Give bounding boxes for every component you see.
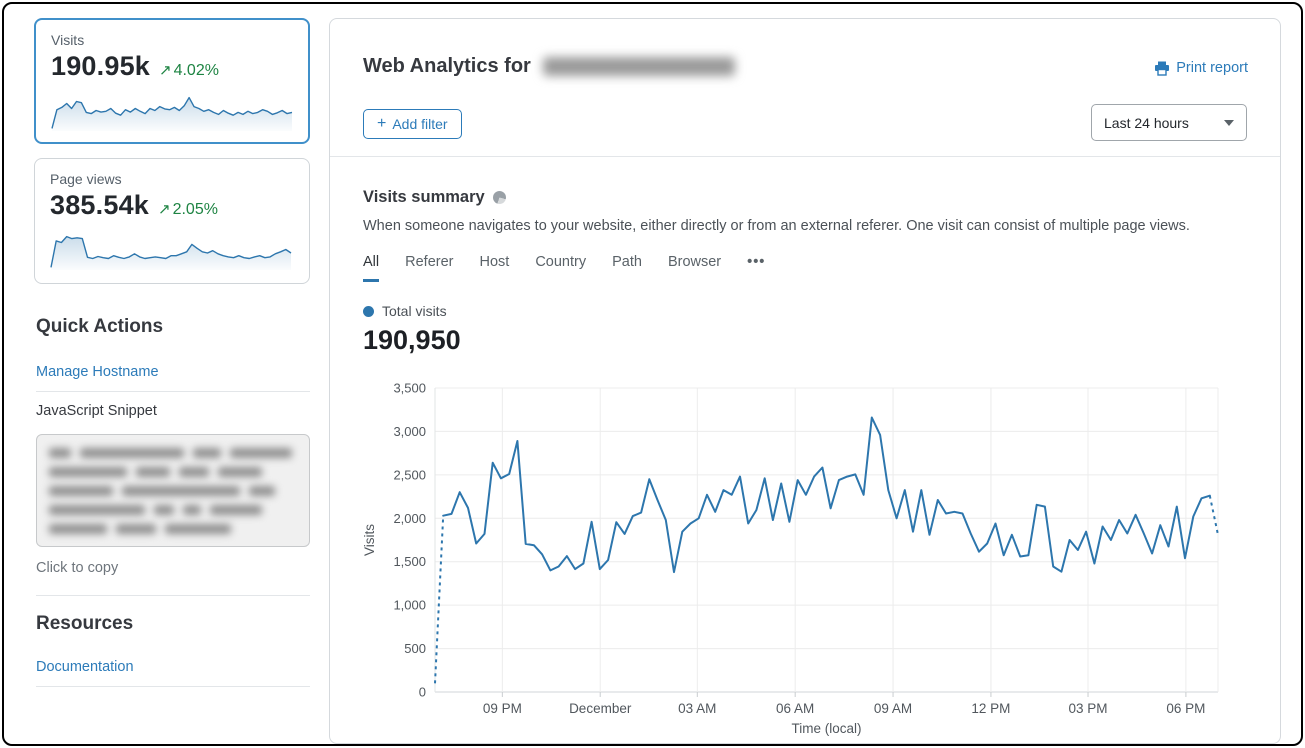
manage-hostname-link[interactable]: Manage Hostname: [36, 364, 159, 380]
svg-text:1,000: 1,000: [393, 598, 426, 613]
svg-text:3,500: 3,500: [393, 381, 426, 396]
print-report-label: Print report: [1176, 60, 1248, 76]
svg-text:12 PM: 12 PM: [971, 701, 1010, 716]
visits-summary-heading: Visits summary: [363, 188, 506, 207]
svg-text:09 PM: 09 PM: [483, 701, 522, 716]
visits-card-delta: ↗ 4.02%: [159, 62, 219, 79]
redacted-snippet-box[interactable]: [36, 434, 310, 547]
visits-sparkline: [51, 96, 293, 131]
pageviews-card-value: 385.54k: [50, 190, 149, 220]
svg-text:Time (local): Time (local): [791, 721, 861, 736]
plus-icon: +: [377, 115, 387, 132]
svg-text:1,500: 1,500: [393, 554, 426, 569]
svg-text:3,000: 3,000: [393, 424, 426, 439]
redacted-domain: [542, 57, 735, 76]
tab-overflow-menu[interactable]: •••: [747, 254, 766, 270]
click-to-copy-hint: Click to copy: [36, 560, 119, 576]
printer-icon: [1155, 61, 1170, 76]
pageviews-card-label: Page views: [50, 171, 122, 187]
chart-legend: Total visits: [363, 303, 447, 319]
divider: [36, 686, 310, 687]
divider: [330, 156, 1280, 157]
svg-text:03 PM: 03 PM: [1069, 701, 1108, 716]
divider: [36, 391, 310, 392]
documentation-link[interactable]: Documentation: [36, 659, 134, 675]
sampled-data-pie-icon: [492, 191, 506, 204]
svg-text:0: 0: [419, 685, 426, 700]
metric-card-pageviews[interactable]: Page views 385.54k ↗ 2.05%: [34, 158, 310, 284]
svg-text:December: December: [569, 701, 632, 716]
tab-browser[interactable]: Browser: [667, 254, 722, 270]
time-range-select[interactable]: Last 24 hours: [1091, 104, 1247, 141]
print-report-button[interactable]: Print report: [1154, 60, 1248, 76]
pageviews-sparkline: [50, 235, 292, 270]
javascript-snippet-label: JavaScript Snippet: [36, 403, 157, 419]
svg-text:03 AM: 03 AM: [678, 701, 716, 716]
legend-dot-icon: [363, 305, 374, 317]
visits-summary-description: When someone navigates to your website, …: [363, 218, 1190, 234]
resources-heading: Resources: [36, 613, 134, 634]
add-filter-label: Add filter: [392, 116, 448, 132]
tab-path[interactable]: Path: [612, 254, 642, 270]
visits-card-value: 190.95k: [51, 51, 150, 81]
add-filter-button[interactable]: + Add filter: [363, 109, 462, 139]
legend-label: Total visits: [382, 303, 447, 319]
quick-actions-heading: Quick Actions: [36, 316, 164, 337]
tab-all[interactable]: All: [363, 254, 380, 282]
chevron-down-icon: [1224, 119, 1234, 126]
metric-card-visits[interactable]: Visits 190.95k ↗ 4.02%: [34, 18, 310, 144]
divider: [36, 595, 310, 596]
visits-card-label: Visits: [51, 32, 85, 48]
trend-up-icon: ↗: [159, 62, 172, 79]
svg-text:06 AM: 06 AM: [776, 701, 814, 716]
analytics-panel: Web Analytics for Print report + Add fil…: [329, 18, 1281, 744]
visits-line-chart[interactable]: 0 500 1,000 1,500 2,000 2,500 3,000 3,500 09 PM D…: [360, 369, 1252, 744]
tab-host[interactable]: Host: [479, 254, 510, 270]
svg-text:2,000: 2,000: [393, 511, 426, 526]
page-title: Web Analytics for: [363, 55, 735, 78]
pageviews-card-delta: ↗ 2.05%: [158, 201, 218, 218]
svg-text:2,500: 2,500: [393, 467, 426, 482]
tab-referer[interactable]: Referer: [405, 254, 454, 270]
time-range-value: Last 24 hours: [1104, 114, 1189, 131]
svg-text:06 PM: 06 PM: [1166, 701, 1205, 716]
svg-text:500: 500: [404, 641, 426, 656]
total-visits-value: 190,950: [363, 325, 461, 355]
svg-text:09 AM: 09 AM: [874, 701, 912, 716]
svg-text:Visits: Visits: [362, 524, 377, 556]
tab-country[interactable]: Country: [535, 254, 587, 270]
trend-up-icon: ↗: [158, 201, 171, 218]
summary-tabs: All Referer Host Country Path Browser •••: [363, 254, 765, 282]
